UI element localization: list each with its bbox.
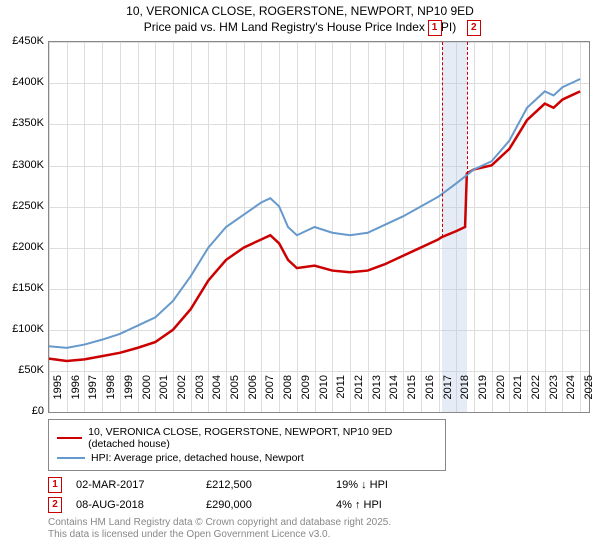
x-axis-label: 1998 [105, 375, 117, 415]
series-hpi [49, 79, 580, 348]
legend-swatch [57, 457, 85, 459]
x-axis-label: 2022 [530, 375, 542, 415]
y-axis-label: £300K [0, 159, 44, 171]
y-axis-label: £450K [0, 35, 44, 47]
x-axis-label: 2019 [477, 375, 489, 415]
sale-marker: 1 [48, 477, 62, 493]
y-axis-label: £150K [0, 282, 44, 294]
chart-area: 12 £0£50K£100K£150K£200K£250K£300K£350K£… [48, 41, 588, 411]
x-axis-label: 2002 [176, 375, 188, 415]
legend-swatch [57, 437, 82, 439]
x-axis-label: 2011 [335, 375, 347, 415]
title-line-1: 10, VERONICA CLOSE, ROGERSTONE, NEWPORT,… [0, 4, 600, 20]
sale-date: 08-AUG-2018 [76, 499, 206, 511]
x-axis-label: 2010 [318, 375, 330, 415]
marker-label-2: 2 [467, 20, 481, 36]
x-axis-label: 2007 [264, 375, 276, 415]
x-axis-label: 2001 [158, 375, 170, 415]
x-axis-label: 2018 [459, 375, 471, 415]
y-axis-label: £250K [0, 200, 44, 212]
x-axis-label: 1997 [87, 375, 99, 415]
marker-line-1 [442, 42, 443, 237]
sale-row: 2 08-AUG-2018£290,0004% ↑ HPI [48, 497, 600, 513]
legend-item: 10, VERONICA CLOSE, ROGERSTONE, NEWPORT,… [57, 426, 437, 450]
sale-delta: 19% ↓ HPI [336, 479, 466, 491]
sale-delta: 4% ↑ HPI [336, 499, 466, 511]
x-axis-label: 2025 [583, 375, 595, 415]
x-axis-label: 2016 [424, 375, 436, 415]
legend-text: HPI: Average price, detached house, Newp… [91, 452, 304, 464]
chart-title: 10, VERONICA CLOSE, ROGERSTONE, NEWPORT,… [0, 0, 600, 35]
x-axis-label: 2023 [548, 375, 560, 415]
sale-price: £290,000 [206, 499, 336, 511]
y-axis-label: £400K [0, 76, 44, 88]
x-axis-label: 2021 [512, 375, 524, 415]
x-axis-label: 2000 [141, 375, 153, 415]
x-axis-label: 2014 [388, 375, 400, 415]
sale-date: 02-MAR-2017 [76, 479, 206, 491]
x-axis-label: 2017 [442, 375, 454, 415]
sale-marker: 2 [48, 497, 62, 513]
marker-label-1: 1 [428, 20, 442, 36]
legend-item: HPI: Average price, detached house, Newp… [57, 452, 437, 464]
legend-text: 10, VERONICA CLOSE, ROGERSTONE, NEWPORT,… [88, 426, 437, 450]
marker-line-2 [467, 42, 468, 174]
x-axis-label: 2013 [371, 375, 383, 415]
y-axis-label: £200K [0, 241, 44, 253]
x-axis-label: 2009 [300, 375, 312, 415]
title-line-2: Price paid vs. HM Land Registry's House … [0, 20, 600, 36]
x-axis-label: 1996 [70, 375, 82, 415]
footer-line-2: This data is licensed under the Open Gov… [48, 529, 600, 541]
x-axis-label: 2006 [247, 375, 259, 415]
x-axis-label: 2012 [353, 375, 365, 415]
footer-attribution: Contains HM Land Registry data © Crown c… [48, 517, 600, 541]
x-axis-label: 2003 [194, 375, 206, 415]
y-axis-label: £50K [0, 364, 44, 376]
x-axis-label: 1999 [123, 375, 135, 415]
sale-row: 1 02-MAR-2017£212,50019% ↓ HPI [48, 477, 600, 493]
y-axis-label: £100K [0, 323, 44, 335]
y-axis-label: £0 [0, 405, 44, 417]
legend: 10, VERONICA CLOSE, ROGERSTONE, NEWPORT,… [48, 419, 446, 471]
x-axis-label: 1995 [52, 375, 64, 415]
x-axis-label: 2015 [406, 375, 418, 415]
sales-table: 1 02-MAR-2017£212,50019% ↓ HPI 2 08-AUG-201… [48, 477, 600, 513]
line-series-svg [49, 42, 589, 412]
x-axis-label: 2005 [229, 375, 241, 415]
plot-area: 12 [48, 41, 590, 413]
y-axis-label: £350K [0, 117, 44, 129]
x-axis-label: 2024 [565, 375, 577, 415]
x-axis-label: 2020 [495, 375, 507, 415]
footer-line-1: Contains HM Land Registry data © Crown c… [48, 517, 600, 529]
x-axis-label: 2008 [282, 375, 294, 415]
sale-price: £212,500 [206, 479, 336, 491]
x-axis-label: 2004 [211, 375, 223, 415]
